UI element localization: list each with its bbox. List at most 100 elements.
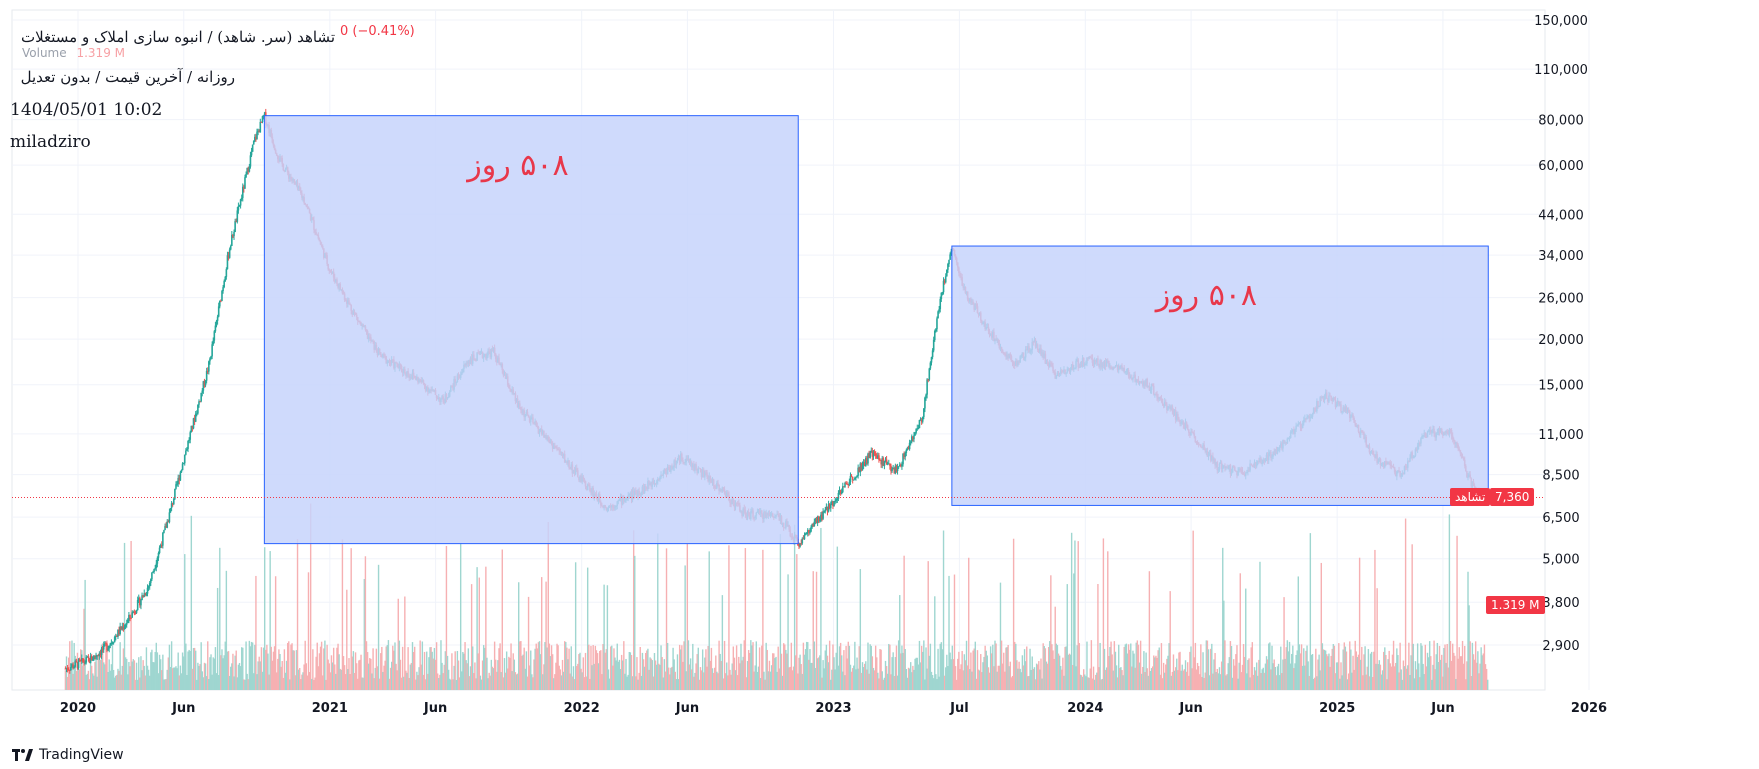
volume-bar xyxy=(1276,666,1279,690)
volume-bar xyxy=(989,646,992,690)
candle-body xyxy=(122,626,125,630)
volume-bar xyxy=(1420,643,1422,690)
volume-bar xyxy=(1138,662,1141,690)
volume-bar xyxy=(1122,675,1124,690)
volume-bar xyxy=(1010,677,1013,690)
volume-bar xyxy=(1322,649,1325,690)
candle-body xyxy=(194,413,197,422)
candle-body xyxy=(111,642,114,644)
candle-body xyxy=(185,450,187,455)
volume-bar xyxy=(1469,641,1471,690)
volume-bar xyxy=(1321,643,1324,690)
candle-body xyxy=(803,534,806,540)
volume-bar xyxy=(223,655,225,690)
volume-bar xyxy=(1056,645,1059,690)
volume-bar xyxy=(1029,648,1031,690)
volume-bar xyxy=(250,641,253,690)
candle-body xyxy=(221,291,223,302)
volume-bar xyxy=(1454,655,1456,690)
volume-bar xyxy=(1132,650,1134,690)
candle-body xyxy=(76,662,79,669)
candle-body xyxy=(78,659,81,661)
volume-bar xyxy=(792,666,795,690)
highlight-box-2[interactable] xyxy=(951,245,1489,506)
volume-bar xyxy=(601,674,603,690)
volume-bar xyxy=(1269,642,1271,690)
volume-bar xyxy=(756,671,759,690)
volume-bar xyxy=(682,661,684,690)
volume-bar xyxy=(1344,646,1347,690)
volume-bar xyxy=(123,542,126,690)
volume-bar xyxy=(751,645,753,690)
volume-bar xyxy=(516,673,519,690)
x-tick-label: Jun xyxy=(1430,701,1454,716)
candle-body xyxy=(202,381,205,391)
volume-bar xyxy=(1352,655,1354,690)
volume-bar xyxy=(1022,665,1025,690)
volume-bar xyxy=(934,596,936,690)
volume-bar xyxy=(1183,669,1186,690)
tradingview-logo[interactable]: TradingView xyxy=(12,747,124,763)
volume-bar xyxy=(811,662,813,690)
volume-bar xyxy=(753,671,755,690)
volume-bar xyxy=(495,659,497,690)
candle-body xyxy=(938,309,940,312)
volume-bar xyxy=(484,647,486,690)
candle-body xyxy=(894,465,897,474)
volume-bar xyxy=(642,659,645,690)
volume-bar xyxy=(1091,678,1094,690)
volume-bar xyxy=(802,642,805,690)
candle-body xyxy=(852,479,855,481)
volume-bar xyxy=(1204,672,1206,690)
volume-bar xyxy=(1419,677,1421,690)
volume-bar xyxy=(687,640,690,690)
volume-bar xyxy=(1358,557,1361,690)
candle-body xyxy=(892,468,894,470)
volume-bar xyxy=(375,648,378,690)
volume-bar xyxy=(1360,659,1362,690)
volume-bar xyxy=(839,642,842,690)
volume-bar xyxy=(1354,640,1356,690)
volume-bar xyxy=(1384,647,1386,690)
candle-body xyxy=(255,136,257,139)
volume-bar xyxy=(567,659,569,690)
volume-bar xyxy=(560,675,563,690)
volume-bar xyxy=(254,644,256,690)
volume-bar xyxy=(693,676,695,690)
volume-bar xyxy=(1436,642,1439,690)
volume-bar xyxy=(841,655,843,690)
volume-bar xyxy=(1144,672,1146,690)
volume-bar xyxy=(860,672,863,690)
candle-body xyxy=(213,331,216,341)
volume-bar xyxy=(1400,669,1402,690)
volume-bar xyxy=(400,677,403,690)
volume-bar xyxy=(599,650,601,690)
volume-bar xyxy=(1362,675,1364,690)
candle-body xyxy=(107,648,109,651)
volume-bar xyxy=(100,644,103,690)
volume-bar xyxy=(1099,642,1101,690)
highlight-box-1[interactable] xyxy=(263,115,799,545)
volume-bar xyxy=(1147,675,1149,690)
volume-bar xyxy=(586,567,589,690)
volume-bar xyxy=(879,649,881,690)
volume-bar xyxy=(67,657,70,690)
candle-body xyxy=(909,441,912,443)
volume-bar xyxy=(604,652,606,690)
candle-body xyxy=(135,610,138,613)
volume-bar xyxy=(1118,644,1120,690)
volume-bar xyxy=(809,649,811,690)
volume-bar xyxy=(799,654,801,690)
volume-bar xyxy=(787,574,789,690)
volume-bar xyxy=(920,645,923,690)
volume-bar xyxy=(580,668,582,690)
volume-bar xyxy=(190,515,193,690)
x-tick-label: 2021 xyxy=(312,701,348,716)
candle-body xyxy=(145,593,148,596)
volume-bar xyxy=(245,641,247,690)
y-tick-label: 5,000 xyxy=(1542,553,1579,568)
volume-bar xyxy=(1332,644,1335,690)
candle-body xyxy=(147,586,150,588)
volume-bar xyxy=(1305,650,1307,690)
